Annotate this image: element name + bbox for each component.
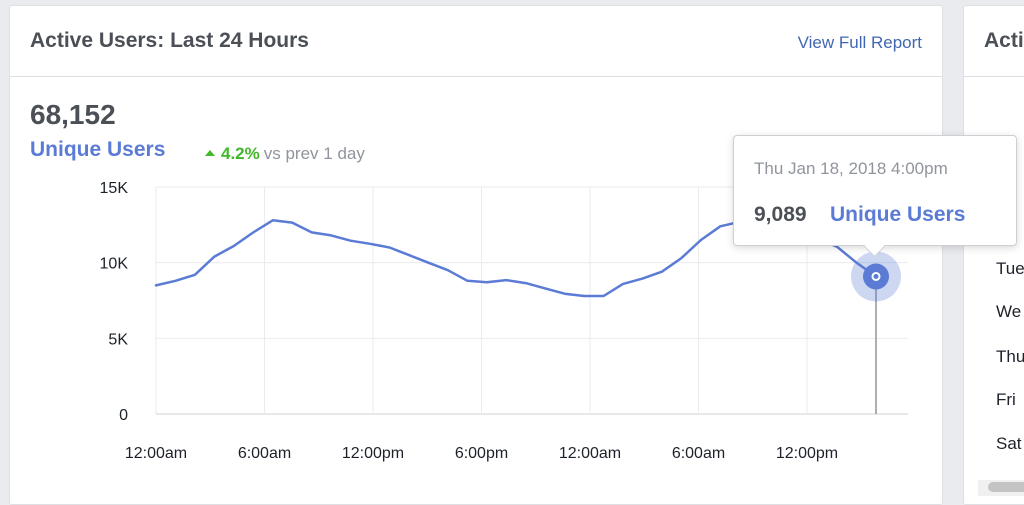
view-full-report-link[interactable]: View Full Report	[797, 33, 922, 52]
card-title: Active Users: Last 24 Hours	[30, 29, 309, 52]
card-header: Active Users: Last 24 Hours View Full Re…	[10, 6, 942, 77]
x-tick-label: 12:00pm	[342, 445, 404, 462]
up-arrow-icon	[205, 150, 215, 156]
active-users-card: Active Users: Last 24 Hours View Full Re…	[9, 5, 943, 505]
x-tick-label: 6:00am	[238, 445, 291, 462]
side-scrollbar-thumb[interactable]	[988, 482, 1024, 492]
y-tick-label: 15K	[100, 180, 129, 197]
x-tick-label: 12:00am	[125, 445, 187, 462]
x-tick-label: 12:00am	[559, 445, 621, 462]
side-card-title: Acti	[984, 29, 1024, 52]
tooltip-value: 9,089	[754, 203, 807, 226]
unique-users-count: 68,152	[30, 99, 116, 130]
delta-value: 4.2%	[221, 144, 260, 163]
chart-tooltip: Thu Jan 18, 2018 4:00pm 9,089 Unique Use…	[733, 135, 1017, 258]
side-card-header: Acti	[964, 6, 1024, 77]
side-row-sat: Sat	[996, 434, 1022, 453]
x-tick-label: 6:00pm	[455, 445, 508, 462]
tooltip-label: Unique Users	[830, 203, 966, 226]
side-row-tue: Tue	[996, 259, 1024, 278]
side-row-fri: Fri	[996, 390, 1016, 409]
side-row-thu: Thu	[996, 347, 1024, 366]
delta-text: vs prev 1 day	[263, 144, 365, 163]
delta-row: 4.2% vs prev 1 day	[205, 144, 365, 164]
x-tick-label: 12:00pm	[776, 445, 838, 462]
tooltip-date: Thu Jan 18, 2018 4:00pm	[754, 159, 948, 178]
y-tick-label: 0	[119, 407, 128, 424]
metric-label: Unique Users	[30, 138, 166, 161]
line-chart: 15K 10K 5K 0 12:00am 6:00am 12:00pm 6:00pm 12:00…	[100, 180, 908, 462]
hover-point-dot	[873, 273, 879, 279]
y-tick-label: 5K	[108, 331, 128, 348]
y-tick-label: 10K	[100, 256, 129, 273]
x-tick-label: 6:00am	[672, 445, 725, 462]
side-row-wed: We	[996, 302, 1022, 321]
